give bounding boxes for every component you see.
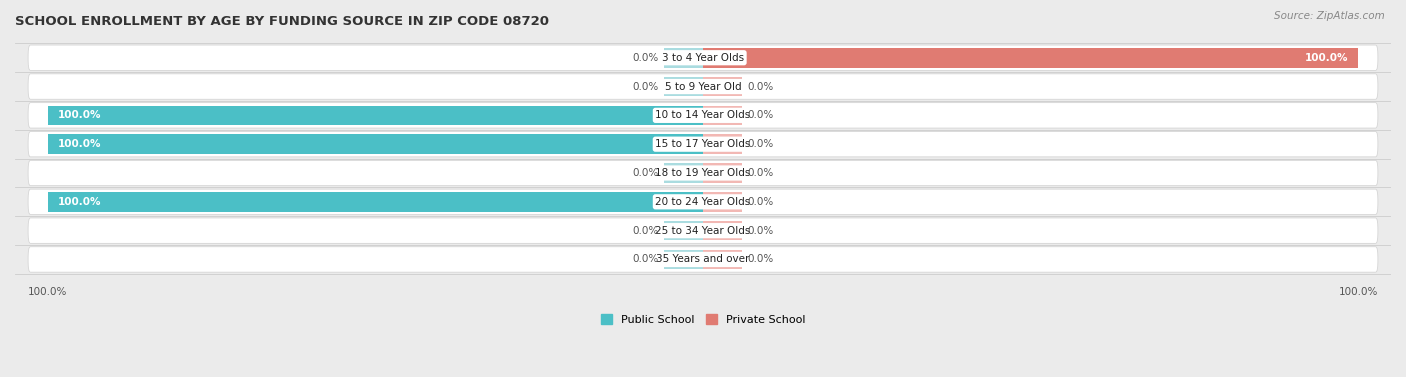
FancyBboxPatch shape [28,189,1378,215]
Text: 0.0%: 0.0% [748,139,773,149]
FancyBboxPatch shape [28,218,1378,243]
Bar [703,163,742,183]
Text: 0.0%: 0.0% [633,226,658,236]
Bar [703,221,742,241]
Legend: Public School, Private School: Public School, Private School [596,310,810,329]
Bar [664,163,703,183]
Text: 0.0%: 0.0% [748,81,773,92]
Text: 100.0%: 100.0% [58,197,101,207]
Text: 18 to 19 Year Olds: 18 to 19 Year Olds [655,168,751,178]
FancyBboxPatch shape [28,45,1378,70]
Bar [664,48,703,67]
Bar [664,77,703,97]
FancyBboxPatch shape [28,132,1378,157]
Bar [48,134,703,154]
FancyBboxPatch shape [28,247,1378,272]
Bar [664,221,703,241]
Text: 0.0%: 0.0% [633,254,658,264]
Text: 0.0%: 0.0% [748,197,773,207]
Bar [703,48,1358,67]
Text: 35 Years and over: 35 Years and over [657,254,749,264]
Bar [48,192,703,211]
Text: SCHOOL ENROLLMENT BY AGE BY FUNDING SOURCE IN ZIP CODE 08720: SCHOOL ENROLLMENT BY AGE BY FUNDING SOUR… [15,15,548,28]
Bar [703,192,742,211]
Text: 0.0%: 0.0% [748,110,773,120]
Text: 0.0%: 0.0% [633,168,658,178]
Bar [703,106,742,125]
Text: 15 to 17 Year Olds: 15 to 17 Year Olds [655,139,751,149]
Text: Source: ZipAtlas.com: Source: ZipAtlas.com [1274,11,1385,21]
Text: 3 to 4 Year Olds: 3 to 4 Year Olds [662,53,744,63]
Bar [703,134,742,154]
Text: 0.0%: 0.0% [633,53,658,63]
Text: 25 to 34 Year Olds: 25 to 34 Year Olds [655,226,751,236]
Text: 0.0%: 0.0% [748,168,773,178]
Text: 0.0%: 0.0% [748,226,773,236]
Text: 0.0%: 0.0% [748,254,773,264]
Bar [703,77,742,97]
Text: 20 to 24 Year Olds: 20 to 24 Year Olds [655,197,751,207]
Text: 100.0%: 100.0% [58,110,101,120]
Text: 5 to 9 Year Old: 5 to 9 Year Old [665,81,741,92]
Bar [703,250,742,269]
Text: 0.0%: 0.0% [633,81,658,92]
FancyBboxPatch shape [28,103,1378,128]
Bar [664,250,703,269]
Text: 100.0%: 100.0% [58,139,101,149]
Text: 100.0%: 100.0% [1305,53,1348,63]
FancyBboxPatch shape [28,160,1378,186]
Text: 10 to 14 Year Olds: 10 to 14 Year Olds [655,110,751,120]
FancyBboxPatch shape [28,74,1378,99]
Bar [48,106,703,125]
